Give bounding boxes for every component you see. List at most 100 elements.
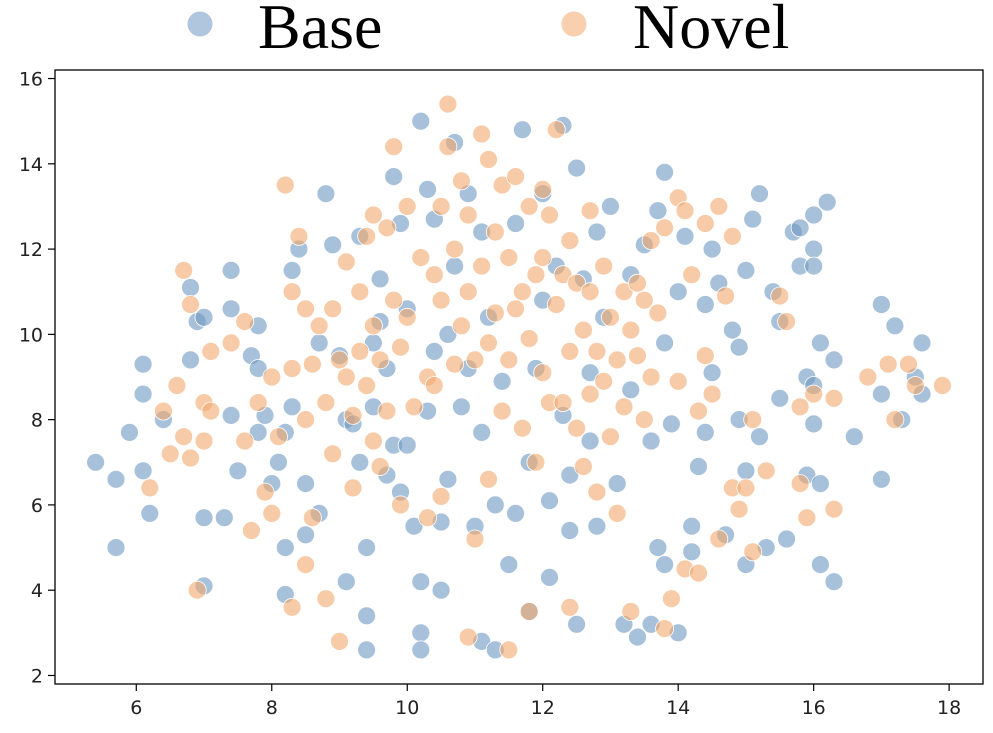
point-novel-24: [282, 359, 302, 378]
point-novel-137: [641, 367, 661, 387]
point-novel-41: [343, 405, 363, 425]
point-novel-2: [160, 444, 180, 464]
point-novel-93: [506, 299, 525, 319]
point-novel-124: [601, 307, 620, 327]
point-novel-131: [621, 602, 641, 621]
point-novel-10: [194, 431, 214, 451]
point-base-80: [472, 422, 492, 442]
point-novel-73: [451, 171, 471, 191]
point-base-144: [750, 184, 769, 204]
point-base-16: [221, 260, 241, 280]
point-novel-50: [370, 350, 390, 370]
point-novel-67: [431, 290, 451, 310]
point-novel-15: [235, 431, 255, 451]
point-novel-150: [695, 346, 715, 366]
point-base-18: [221, 405, 241, 425]
point-novel-49: [363, 431, 383, 451]
point-novel-152: [709, 196, 729, 216]
point-novel-125: [601, 427, 620, 447]
point-base-4: [133, 384, 153, 404]
point-novel-100: [526, 452, 546, 472]
point-novel-17: [248, 393, 268, 413]
legend-marker-base: [186, 10, 214, 38]
point-base-174: [912, 333, 932, 353]
point-novel-136: [641, 231, 661, 251]
point-base-158: [804, 256, 824, 276]
point-base-138: [729, 337, 749, 357]
point-novel-12: [201, 401, 221, 421]
point-novel-83: [479, 333, 498, 353]
point-base-89: [513, 120, 532, 140]
y-tick-label-10: 10: [19, 324, 43, 346]
point-novel-23: [282, 282, 302, 302]
point-base-1: [106, 469, 126, 489]
point-base-26: [269, 452, 288, 472]
point-novel-114: [567, 418, 586, 438]
point-novel-130: [621, 320, 641, 340]
point-base-58: [397, 435, 417, 455]
point-novel-60: [404, 397, 424, 417]
point-base-2: [106, 538, 126, 557]
x-tick-label-12: 12: [531, 697, 555, 719]
point-base-152: [790, 218, 810, 238]
point-novel-170: [858, 367, 878, 387]
point-base-95: [540, 491, 559, 511]
point-novel-18: [255, 482, 275, 502]
point-novel-30: [302, 354, 322, 374]
point-novel-27: [296, 299, 316, 319]
point-novel-139: [655, 218, 674, 238]
point-base-3: [120, 422, 139, 442]
point-base-133: [702, 239, 722, 259]
y-tick-label-2: 2: [31, 665, 43, 687]
legend-marker-novel: [560, 10, 588, 38]
point-base-87: [506, 214, 525, 233]
point-novel-144: [675, 201, 695, 221]
point-base-7: [140, 504, 160, 523]
point-base-63: [411, 623, 431, 643]
point-novel-89: [499, 248, 519, 268]
point-novel-138: [648, 303, 668, 323]
point-novel-165: [790, 474, 810, 494]
point-base-28: [275, 538, 295, 557]
point-novel-101: [533, 179, 553, 199]
point-novel-28: [296, 410, 316, 430]
point-base-105: [580, 363, 600, 383]
point-base-161: [811, 333, 830, 353]
point-base-19: [228, 461, 248, 481]
point-novel-1: [153, 401, 173, 421]
point-base-45: [357, 538, 377, 557]
point-base-169: [872, 384, 891, 404]
point-novel-34: [316, 589, 336, 609]
point-novel-133: [628, 346, 647, 366]
point-base-12: [194, 307, 214, 327]
point-novel-58: [397, 196, 417, 216]
point-base-31: [282, 397, 302, 417]
point-novel-122: [594, 256, 614, 276]
y-tick-label-12: 12: [19, 239, 43, 261]
point-base-130: [689, 457, 708, 476]
point-novel-32: [309, 316, 329, 336]
point-novel-151: [702, 384, 722, 404]
point-novel-16: [241, 521, 261, 540]
point-novel-6: [181, 295, 200, 314]
point-base-132: [695, 422, 715, 442]
point-base-143: [743, 209, 763, 229]
point-base-41: [336, 572, 356, 592]
point-novel-134: [634, 410, 654, 430]
y-tick-label-14: 14: [19, 154, 43, 176]
point-novel-167: [804, 384, 824, 404]
point-base-156: [804, 205, 824, 225]
point-novel-97: [519, 329, 539, 349]
point-novel-88: [492, 401, 512, 421]
point-novel-35: [323, 299, 343, 319]
point-novel-74: [451, 316, 471, 336]
y-tick-label-6: 6: [31, 495, 43, 517]
point-novel-36: [323, 444, 343, 464]
point-novel-38: [330, 632, 349, 651]
point-base-74: [445, 256, 465, 276]
point-novel-108: [553, 265, 573, 285]
point-novel-90: [499, 350, 519, 370]
point-novel-169: [824, 388, 844, 408]
point-novel-33: [316, 393, 336, 413]
point-novel-65: [424, 376, 444, 395]
